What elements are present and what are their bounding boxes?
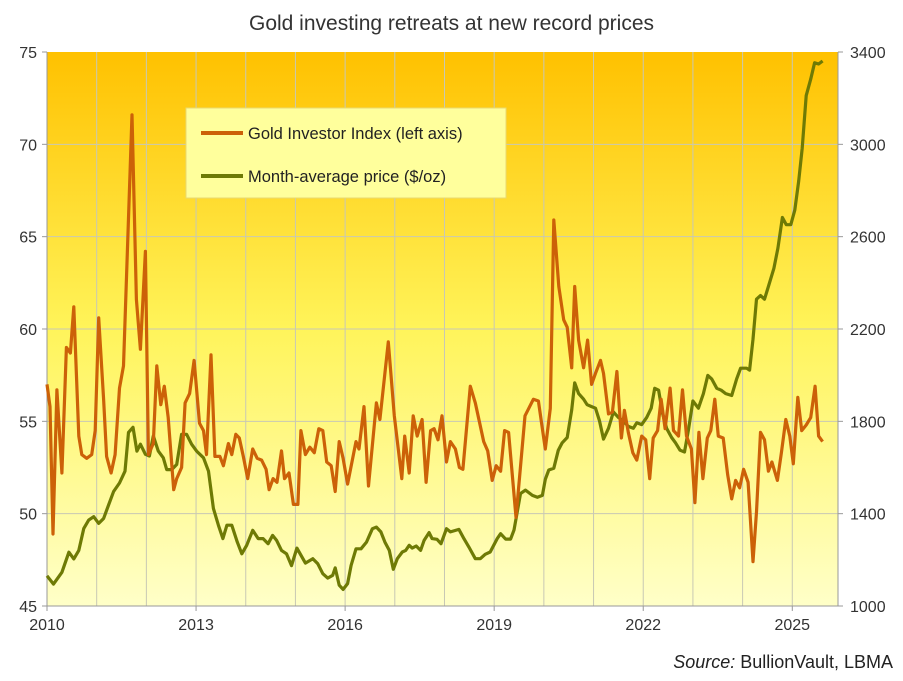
y-tick-label-right: 2600	[850, 230, 886, 247]
series-lines	[45, 59, 824, 591]
source-label: Source:	[673, 652, 736, 672]
x-tick-label: 2019	[476, 617, 512, 634]
x-tick-label: 2016	[327, 617, 363, 634]
y-tick-label-left: 50	[19, 507, 37, 524]
y-tick-label-left: 65	[19, 230, 37, 247]
legend-label-gold-investor-index: Gold Investor Index (left axis)	[248, 125, 463, 143]
series-line-gold-investor-index	[45, 113, 824, 564]
y-tick-label-left: 70	[19, 137, 37, 154]
y-tick-label-right: 2200	[850, 322, 886, 339]
y-tick-label-right: 3400	[850, 45, 886, 62]
y-tick-label-right: 1400	[850, 507, 886, 524]
y-tick-label-left: 55	[19, 414, 37, 431]
gridlines	[47, 52, 838, 606]
x-tick-label: 2010	[29, 617, 65, 634]
y-tick-label-right: 1800	[850, 414, 886, 431]
legend: Gold Investor Index (left axis) Month-av…	[185, 107, 507, 199]
source-text: BullionVault, LBMA	[740, 652, 893, 672]
legend-label-month-average-price: Month-average price ($/oz)	[248, 168, 446, 186]
legend-box	[185, 107, 507, 199]
y-tick-label-right: 3000	[850, 137, 886, 154]
x-tick-label: 2022	[625, 617, 661, 634]
y-tick-label-left: 75	[19, 45, 37, 62]
y-tick-label-left: 60	[19, 322, 37, 339]
x-tick-label: 2013	[178, 617, 214, 634]
axes: 45 50 55 60 65 70 75 1000 1400 1800 2200 2600 3000 34…	[19, 45, 885, 634]
x-tick-label: 2025	[774, 617, 810, 634]
y-tick-label-left: 45	[19, 599, 37, 616]
source-note: Source: BullionVault, LBMA	[673, 652, 893, 673]
y-tick-label-right: 1000	[850, 599, 886, 616]
chart-title: Gold investing retreats at new record pr…	[248, 12, 655, 35]
